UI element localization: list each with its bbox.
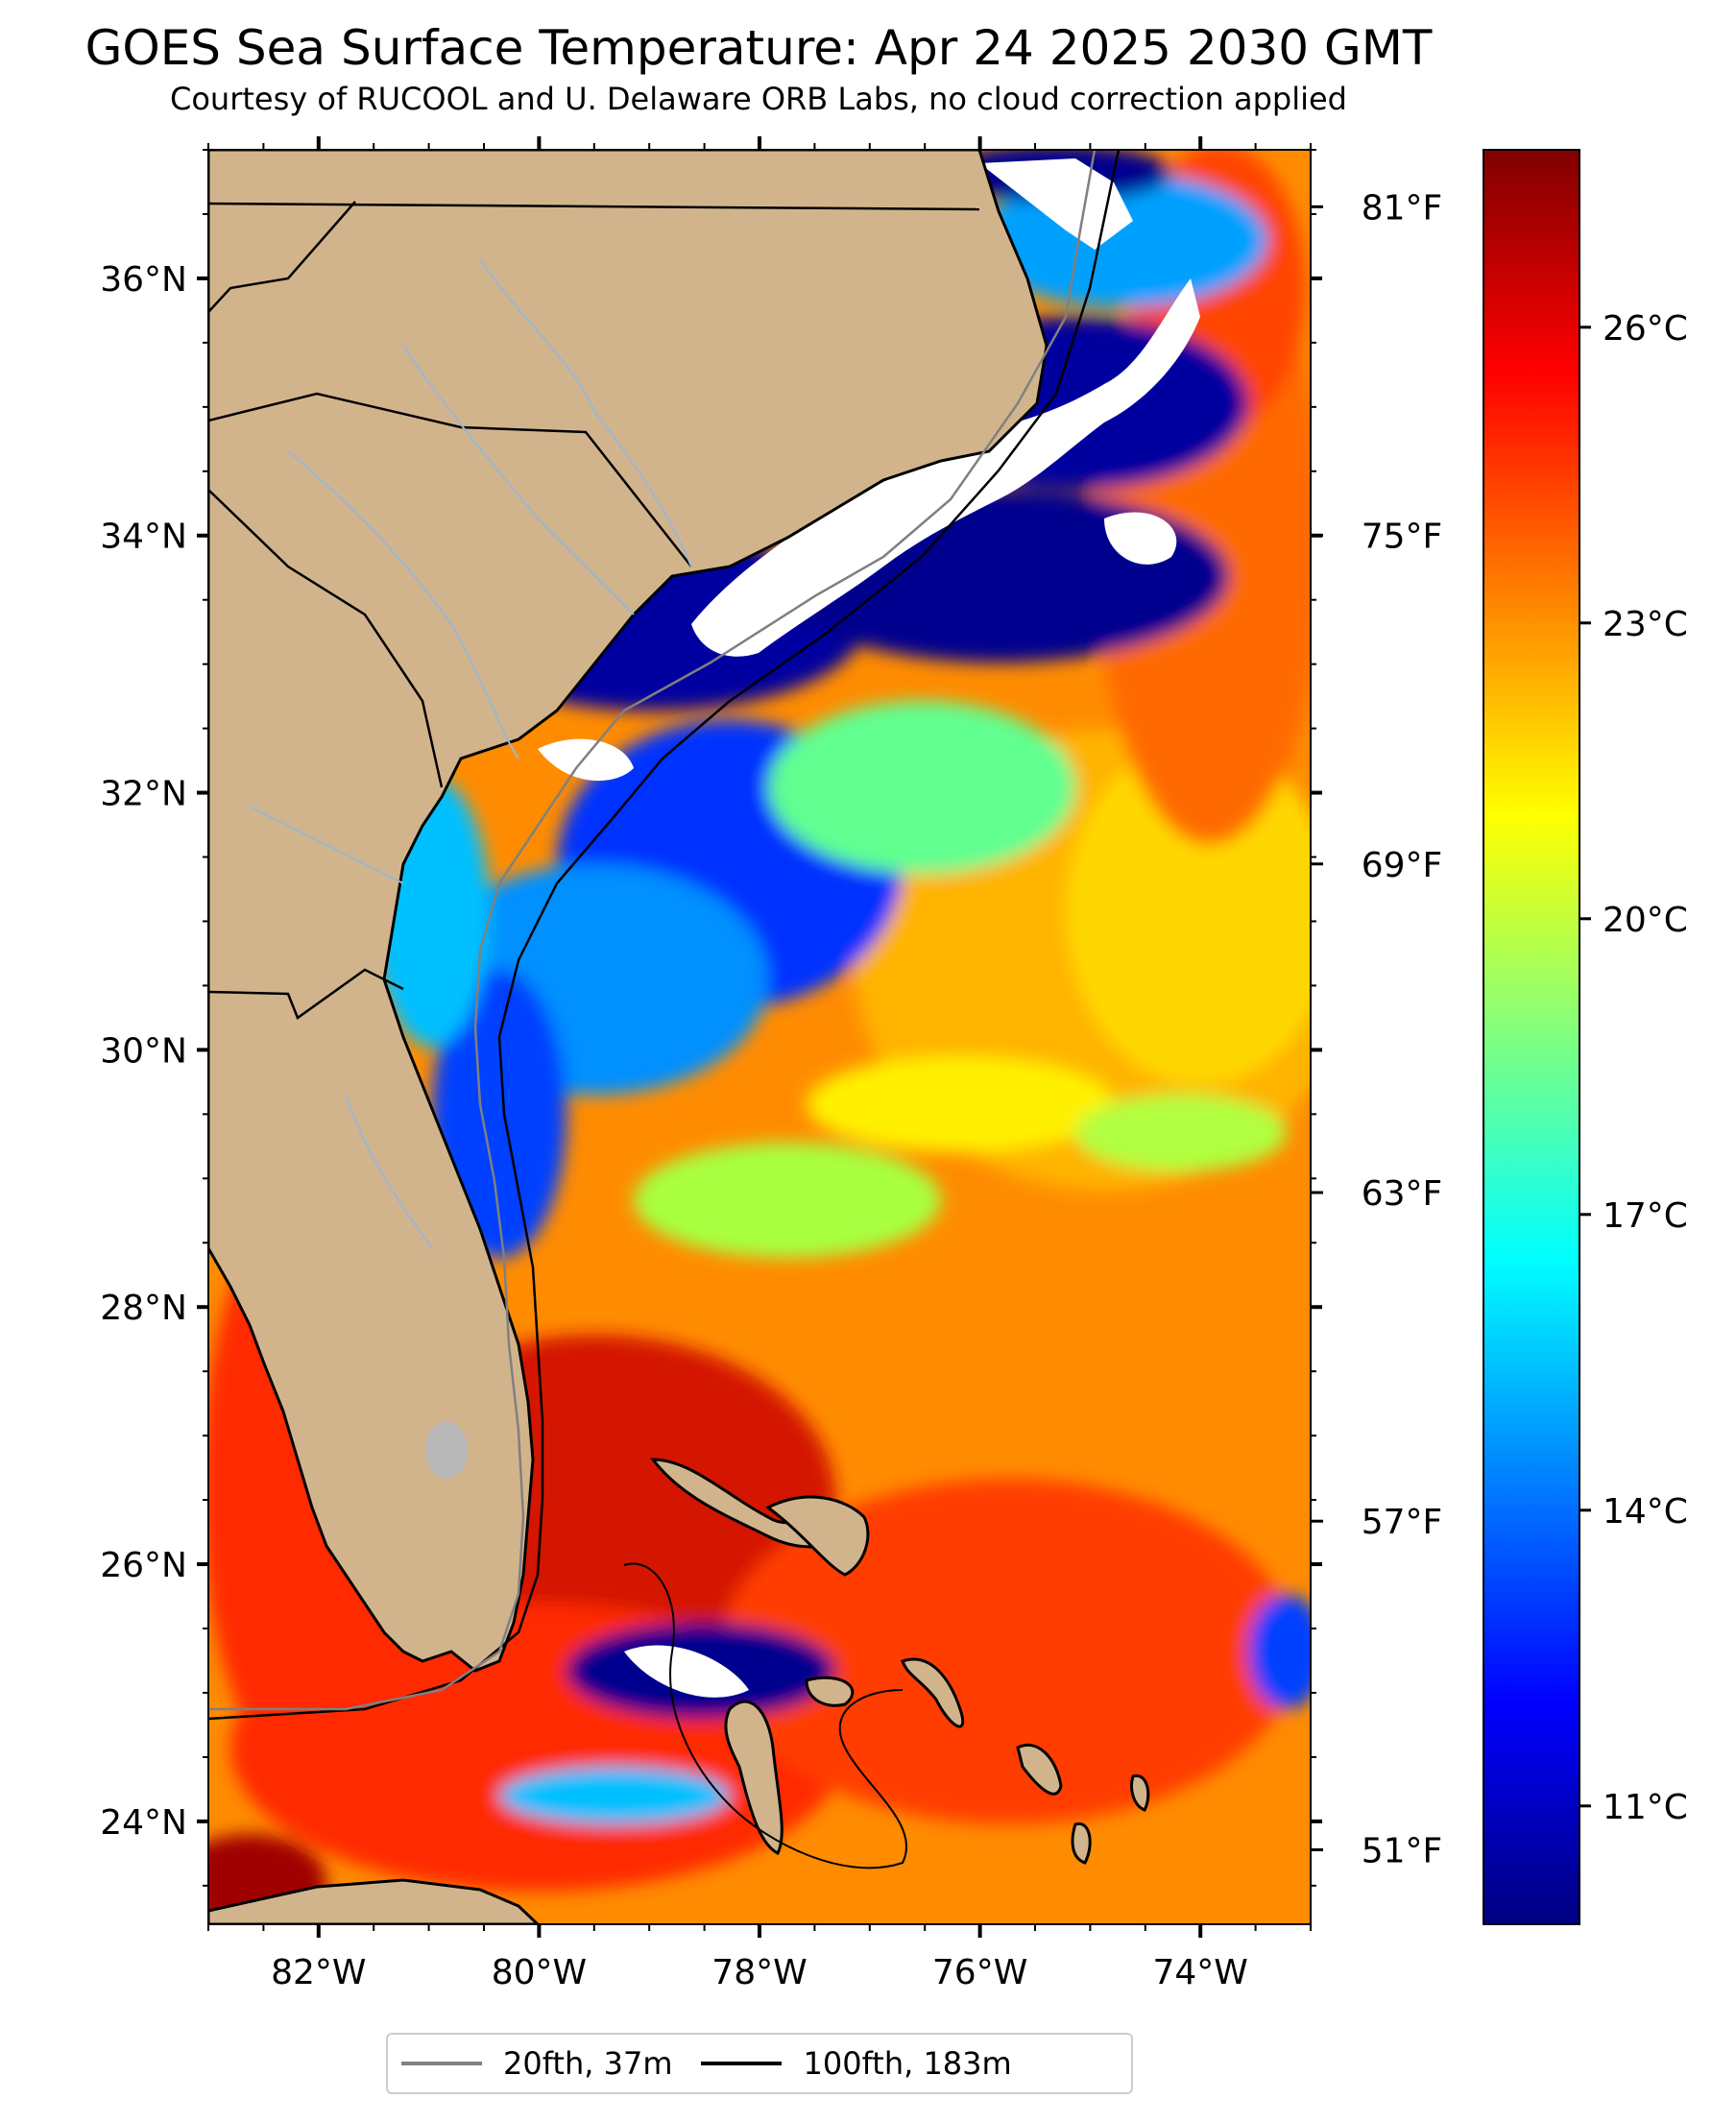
map-area xyxy=(208,150,1311,1924)
land-island xyxy=(1130,1773,1150,1812)
map-subtitle: Courtesy of RUCOOL and U. Delaware ORB L… xyxy=(170,81,1347,117)
legend: 20fth, 37m 100fth, 183m xyxy=(386,2033,1133,2094)
cloud-region xyxy=(624,1645,749,1698)
legend-label-20fth: 20fth, 37m xyxy=(503,2045,673,2082)
land-abaco xyxy=(765,1495,870,1577)
fahrenheit-tick-label: 57°F xyxy=(1362,1503,1443,1542)
lon-tick-label: 74°W xyxy=(1152,1953,1247,1992)
fahrenheit-ticks: 51°F 57°F 63°F 69°F 75°F 81°F xyxy=(1311,188,1442,1870)
land-island xyxy=(1071,1821,1092,1865)
fahrenheit-tick-label: 69°F xyxy=(1362,846,1443,885)
lat-axis-right xyxy=(1311,149,1322,1887)
lon-axis-top xyxy=(207,136,1312,150)
fahrenheit-tick-label: 75°F xyxy=(1362,518,1443,557)
legend-line-100fth xyxy=(701,2062,783,2065)
legend-label-100fth: 100fth, 183m xyxy=(803,2045,1012,2082)
cloud-region xyxy=(1104,512,1177,565)
land-us-southeast xyxy=(208,150,1049,1673)
land-cuba xyxy=(208,1878,541,1924)
fahrenheit-tick-label: 81°F xyxy=(1362,188,1443,228)
state-borders xyxy=(208,201,980,1020)
lon-axis-bottom: 82°W 80°W 78°W 76°W 74°W xyxy=(207,1924,1312,1992)
colorbar-tick-label: 26°C xyxy=(1603,309,1688,349)
colorbar-tick-label: 14°C xyxy=(1603,1492,1688,1532)
lat-tick-label: 32°N xyxy=(100,775,187,814)
lat-tick-label: 34°N xyxy=(100,518,187,557)
lat-tick-label: 30°N xyxy=(100,1031,187,1071)
fahrenheit-tick-label: 51°F xyxy=(1362,1831,1443,1870)
map-title: GOES Sea Surface Temperature: Apr 24 202… xyxy=(84,20,1433,76)
legend-line-20fth xyxy=(401,2062,482,2065)
lat-axis-left: 24°N 26°N 28°N 30°N 32°N 34°N 36°N xyxy=(100,149,208,1887)
land-island xyxy=(1016,1743,1063,1796)
cloud-region xyxy=(538,738,634,782)
contour-100fth xyxy=(208,150,1121,1721)
contour-20fth xyxy=(208,150,1097,1711)
lon-tick-label: 82°W xyxy=(271,1953,366,1992)
lon-tick-label: 80°W xyxy=(492,1953,587,1992)
land-andros xyxy=(724,1700,784,1856)
rivers xyxy=(249,258,692,1249)
cloud-region xyxy=(979,158,1133,250)
land-island xyxy=(805,1676,855,1707)
colorbar xyxy=(1483,149,1580,1925)
contour-100fth-bahamas xyxy=(623,1562,907,1870)
lat-tick-label: 28°N xyxy=(100,1289,187,1328)
colorbar-tick-label: 23°C xyxy=(1603,605,1688,644)
fahrenheit-tick-label: 63°F xyxy=(1362,1174,1443,1214)
lat-tick-label: 26°N xyxy=(100,1546,187,1585)
lon-tick-label: 78°W xyxy=(711,1953,807,1992)
lat-tick-label: 36°N xyxy=(100,260,187,300)
legend-item-20fth: 20fth, 37m xyxy=(401,2045,672,2082)
lat-tick-label: 24°N xyxy=(100,1803,187,1843)
colorbar-tick-label: 11°C xyxy=(1603,1788,1688,1827)
legend-item-100fth: 100fth, 183m xyxy=(701,2045,1012,2082)
colorbar-ticks: 11°C 14°C 17°C 20°C 23°C 26°C xyxy=(1579,309,1688,1827)
colorbar-tick-label: 17°C xyxy=(1603,1196,1688,1236)
land-eleuthera xyxy=(901,1657,965,1728)
lon-tick-label: 76°W xyxy=(932,1953,1027,1992)
colorbar-tick-label: 20°C xyxy=(1603,901,1688,940)
lake-okeechobee xyxy=(425,1421,468,1479)
cloud-region xyxy=(691,278,1200,657)
